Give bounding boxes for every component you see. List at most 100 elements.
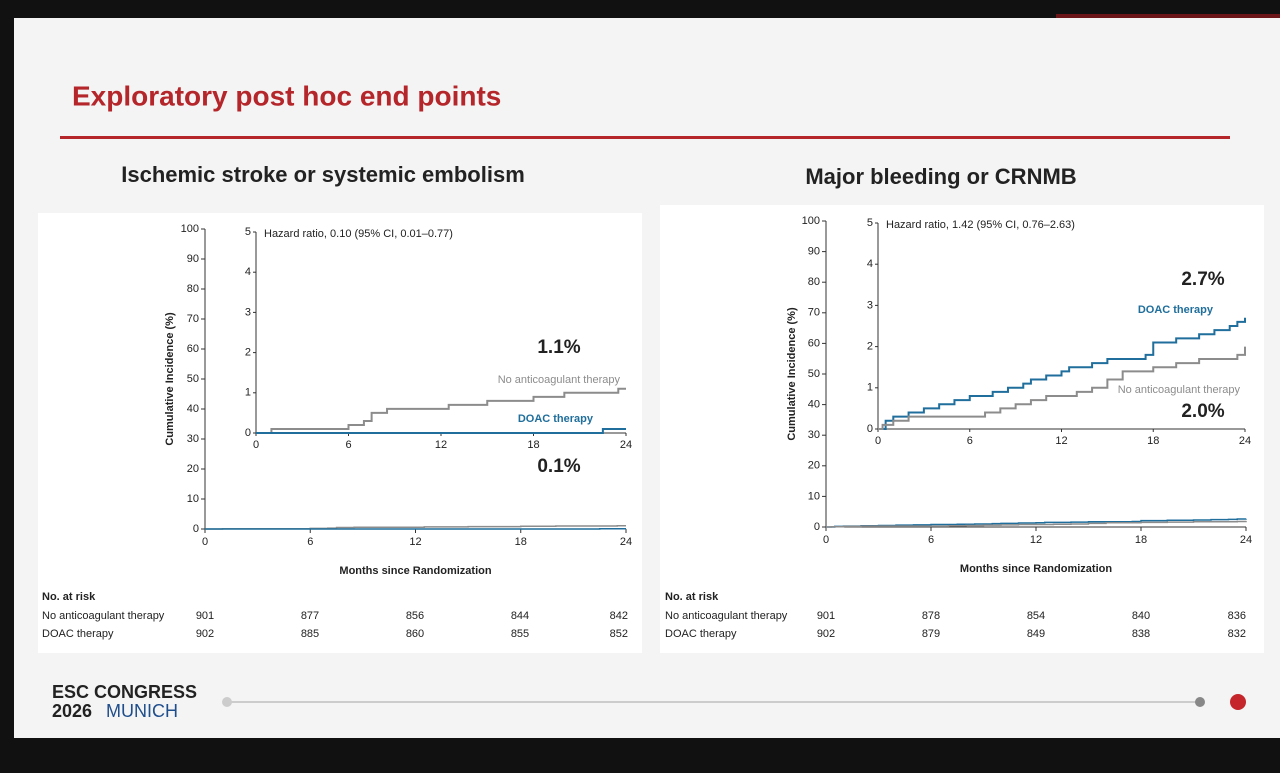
at-risk-value: 844 (511, 610, 529, 622)
at-risk-value: 836 (1228, 610, 1246, 622)
end-percent: 1.1% (537, 337, 580, 358)
series-label: No anticoagulant therapy (498, 374, 621, 386)
y-tick-label: 80 (187, 283, 199, 295)
x-tick-label: 18 (1135, 534, 1147, 546)
inset-y-tick-label: 1 (245, 387, 251, 399)
end-percent: 2.0% (1181, 401, 1224, 422)
y-tick-label: 20 (187, 463, 199, 475)
y-tick-label: 0 (814, 521, 820, 533)
y-tick-label: 50 (808, 368, 820, 380)
y-tick-label: 80 (808, 276, 820, 288)
at-risk-title: No. at risk (42, 591, 96, 603)
at-risk-value: 902 (196, 628, 214, 640)
at-risk-value: 877 (301, 610, 319, 622)
inset-x-tick-label: 24 (620, 439, 632, 451)
chart-title: Ischemic stroke or systemic embolism (121, 162, 525, 187)
x-axis-label: Months since Randomization (339, 565, 491, 577)
at-risk-value: 885 (301, 628, 319, 640)
y-axis-label: Cumulative Incidence (%) (164, 312, 176, 446)
inset-x-tick-label: 0 (875, 435, 881, 447)
at-risk-name: No anticoagulant therapy (665, 610, 788, 622)
inset-x-tick-label: 12 (435, 439, 447, 451)
at-risk-name: No anticoagulant therapy (42, 610, 165, 622)
y-tick-label: 40 (187, 403, 199, 415)
chart-title: Major bleeding or CRNMB (805, 164, 1076, 189)
inset-y-tick-label: 2 (245, 347, 251, 359)
series-label: No anticoagulant therapy (1118, 384, 1241, 396)
y-tick-label: 10 (808, 490, 820, 502)
at-risk-value: 832 (1228, 628, 1246, 640)
inset-y-tick-label: 3 (245, 306, 251, 318)
y-tick-label: 30 (808, 429, 820, 441)
at-risk-value: 901 (817, 610, 835, 622)
at-risk-name: DOAC therapy (665, 628, 737, 640)
y-tick-label: 20 (808, 460, 820, 472)
hazard-ratio: Hazard ratio, 1.42 (95% CI, 0.76–2.63) (886, 219, 1075, 231)
inset-y-tick-label: 2 (867, 341, 873, 353)
end-percent: 0.1% (537, 456, 580, 477)
at-risk-value: 879 (922, 628, 940, 640)
inset-x-tick-label: 6 (345, 439, 351, 451)
x-axis-label: Months since Randomization (960, 563, 1112, 575)
x-tick-label: 12 (1030, 534, 1042, 546)
inset-y-tick-label: 1 (867, 382, 873, 394)
footer-year: 2026 (52, 701, 92, 721)
y-tick-label: 50 (187, 373, 199, 385)
x-tick-label: 0 (202, 536, 208, 548)
y-tick-label: 40 (808, 399, 820, 411)
inset-x-tick-label: 18 (527, 439, 539, 451)
footer-congress: ESC CONGRESS (52, 682, 197, 702)
y-tick-label: 0 (193, 523, 199, 535)
x-tick-label: 6 (928, 534, 934, 546)
at-risk-value: 852 (610, 628, 628, 640)
y-tick-label: 60 (187, 343, 199, 355)
footer-city: MUNICH (106, 701, 178, 721)
inset-y-tick-label: 0 (867, 423, 873, 435)
at-risk-value: 838 (1132, 628, 1150, 640)
inset-x-tick-label: 6 (967, 435, 973, 447)
at-risk-value: 856 (406, 610, 424, 622)
inset-x-tick-label: 12 (1055, 435, 1067, 447)
x-tick-label: 6 (307, 536, 313, 548)
at-risk-value: 878 (922, 610, 940, 622)
y-tick-label: 10 (187, 493, 199, 505)
y-tick-label: 70 (808, 307, 820, 319)
inset-x-tick-label: 24 (1239, 435, 1251, 447)
x-tick-label: 24 (620, 536, 632, 548)
y-tick-label: 100 (181, 223, 199, 235)
footer-dot (1195, 697, 1205, 707)
footer-dot (1230, 694, 1246, 710)
y-tick-label: 70 (187, 313, 199, 325)
at-risk-value: 842 (610, 610, 628, 622)
y-tick-label: 30 (187, 433, 199, 445)
inset-y-tick-label: 4 (245, 266, 251, 278)
x-tick-label: 0 (823, 534, 829, 546)
inset-x-tick-label: 0 (253, 439, 259, 451)
inset-y-tick-label: 5 (245, 226, 251, 238)
series-label: DOAC therapy (518, 413, 594, 425)
slide-title: Exploratory post hoc end points (72, 80, 501, 111)
y-tick-label: 60 (808, 337, 820, 349)
end-percent: 2.7% (1181, 269, 1224, 290)
series-label: DOAC therapy (1138, 304, 1214, 316)
at-risk-value: 901 (196, 610, 214, 622)
inset-y-tick-label: 4 (867, 258, 873, 270)
at-risk-value: 849 (1027, 628, 1045, 640)
inset-y-tick-label: 0 (245, 427, 251, 439)
inset-x-tick-label: 18 (1147, 435, 1159, 447)
y-tick-label: 90 (187, 253, 199, 265)
at-risk-value: 902 (817, 628, 835, 640)
title-rule (60, 136, 1230, 139)
footer-dot (222, 697, 232, 707)
at-risk-value: 840 (1132, 610, 1150, 622)
x-tick-label: 12 (409, 536, 421, 548)
y-tick-label: 90 (808, 246, 820, 258)
x-tick-label: 18 (515, 536, 527, 548)
x-tick-label: 24 (1240, 534, 1252, 546)
at-risk-name: DOAC therapy (42, 628, 114, 640)
at-risk-value: 860 (406, 628, 424, 640)
at-risk-value: 854 (1027, 610, 1045, 622)
at-risk-title: No. at risk (665, 591, 719, 603)
inset-y-tick-label: 3 (867, 299, 873, 311)
